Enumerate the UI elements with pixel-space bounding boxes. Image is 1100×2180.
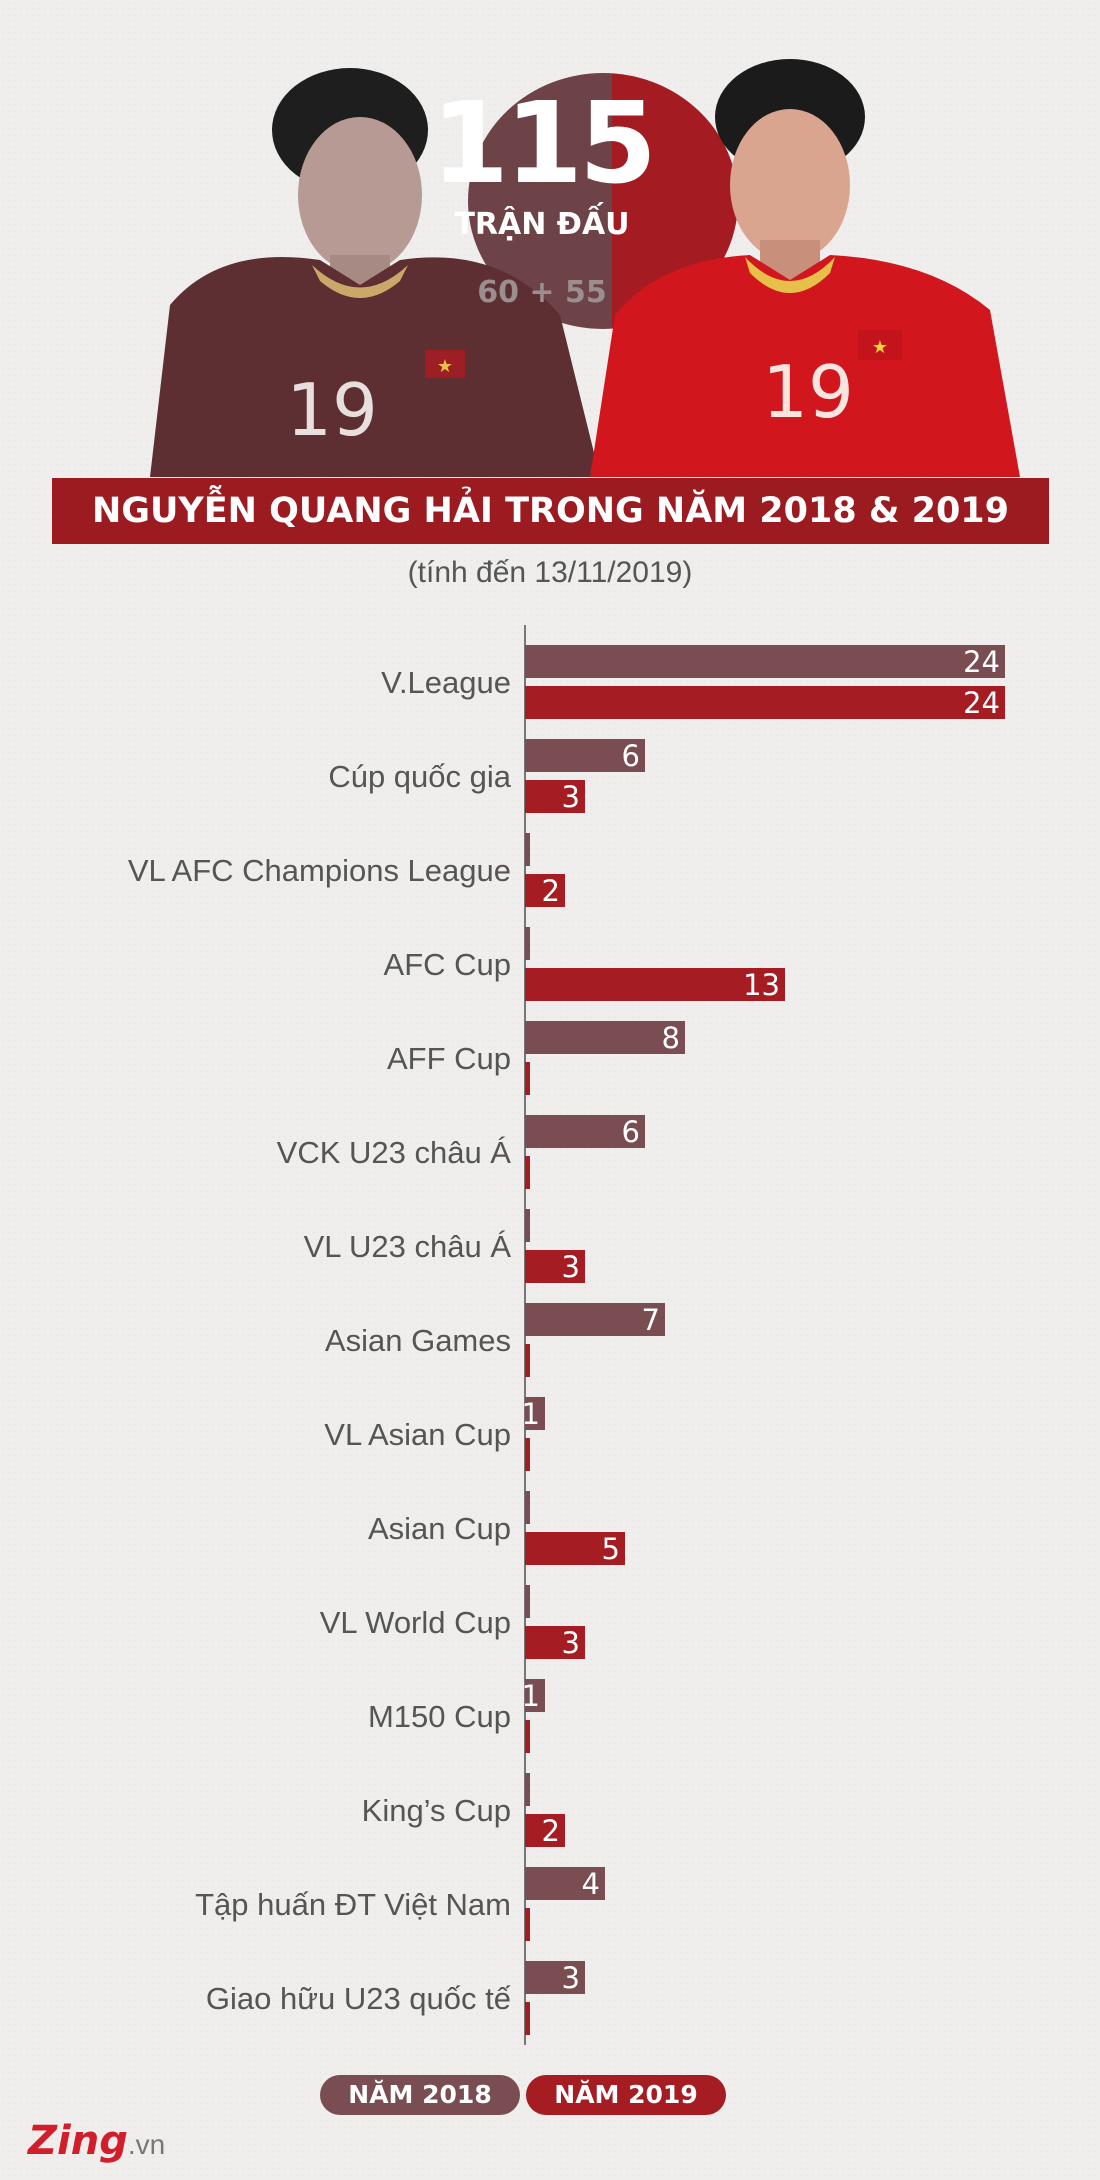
bar-2018: [525, 645, 1005, 678]
logo-sub: .vn: [127, 2129, 166, 2160]
value-label: 8: [662, 1021, 680, 1055]
bar-2019: [525, 874, 565, 907]
player-photo-2018: ★ 19: [150, 68, 600, 477]
bar-2018: [525, 1303, 665, 1336]
value-label: 6: [622, 739, 640, 773]
category-label: VCK U23 châu Á: [277, 1135, 512, 1170]
value-label: 24: [963, 686, 1000, 720]
value-label: 7: [642, 1303, 660, 1337]
bar-2018: [525, 1115, 645, 1148]
value-label: 3: [562, 1626, 580, 1660]
category-label: Asian Cup: [368, 1511, 511, 1546]
bar-2019: [525, 968, 785, 1001]
value-label: 3: [562, 1961, 580, 1995]
bar-2018: [525, 1021, 685, 1054]
hero-section: ★ 19 ★ 19: [0, 0, 1100, 477]
bar-2019: [525, 1814, 565, 1847]
page-subtitle: (tính đến 13/11/2019): [407, 556, 693, 589]
bar-2018: [525, 1961, 585, 1994]
bar-2018: [525, 739, 645, 772]
bar-2019: [525, 1908, 530, 1941]
category-label: VL U23 châu Á: [304, 1229, 512, 1264]
value-label: 2: [542, 874, 560, 908]
legend-2018: NĂM 2018: [320, 2075, 520, 2115]
bar-2019: [525, 1062, 530, 1095]
matches-split: 60 + 55: [477, 275, 607, 310]
svg-text:★: ★: [437, 356, 453, 377]
category-label: AFC Cup: [384, 947, 511, 982]
bar-2019: [525, 1250, 585, 1283]
total-matches: 115: [431, 79, 657, 209]
bar-2018: [525, 1679, 545, 1712]
bar-2019: [525, 1344, 530, 1377]
bar-2018: [525, 1491, 530, 1524]
value-label: 4: [582, 1867, 600, 1901]
bar-2019: [525, 1438, 530, 1471]
category-label: Asian Games: [325, 1323, 511, 1358]
legend-2019: NĂM 2019: [526, 2075, 726, 2115]
bar-2018: [525, 1773, 530, 1806]
svg-text:★: ★: [872, 337, 888, 358]
svg-text:19: 19: [286, 368, 378, 452]
bar-2018: [525, 1397, 545, 1430]
category-label: King’s Cup: [362, 1793, 511, 1828]
value-label: 24: [963, 645, 1000, 679]
bar-2019: [525, 1720, 530, 1753]
bar-2019: [525, 686, 1005, 719]
category-label: VL World Cup: [320, 1605, 511, 1640]
zing-logo: Zing.vn: [28, 2118, 165, 2164]
bar-2019: [525, 1156, 530, 1189]
value-label: 3: [562, 780, 580, 814]
player-photo-2019: ★ 19: [590, 59, 1020, 477]
bar-2018: [525, 833, 530, 866]
matches-label: TRẬN ĐẤU: [454, 207, 630, 242]
bar-2018: [525, 1867, 605, 1900]
bar-2018: [525, 927, 530, 960]
value-label: 5: [602, 1532, 620, 1566]
value-label: 6: [622, 1115, 640, 1149]
value-label: 1: [522, 1679, 540, 1713]
bar-2019: [525, 1532, 625, 1565]
bar-2019: [525, 780, 585, 813]
category-label: M150 Cup: [368, 1699, 511, 1734]
category-label: V.League: [381, 665, 511, 700]
value-label: 1: [522, 1397, 540, 1431]
category-label: AFF Cup: [387, 1041, 511, 1076]
page-title: NGUYỄN QUANG HẢI TRONG NĂM 2018 & 2019: [91, 491, 1010, 531]
category-label: VL Asian Cup: [324, 1417, 511, 1452]
value-label: 2: [542, 1814, 560, 1848]
category-label: Cúp quốc gia: [328, 759, 511, 794]
category-label: Giao hữu U23 quốc tế: [206, 1981, 511, 2016]
category-label: VL AFC Champions League: [128, 853, 511, 888]
svg-text:19: 19: [762, 350, 854, 434]
title-banner: [52, 478, 1049, 544]
logo-main: Zing: [28, 2118, 128, 2164]
category-label: Tập huấn ĐT Việt Nam: [195, 1887, 511, 1922]
value-label: 3: [562, 1250, 580, 1284]
bar-2018: [525, 1585, 530, 1618]
bar-2019: [525, 2002, 530, 2035]
value-label: 13: [743, 968, 780, 1002]
bar-2019: [525, 1626, 585, 1659]
bar-2018: [525, 1209, 530, 1242]
